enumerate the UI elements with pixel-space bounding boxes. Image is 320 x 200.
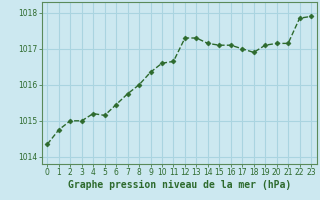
- X-axis label: Graphe pression niveau de la mer (hPa): Graphe pression niveau de la mer (hPa): [68, 180, 291, 190]
